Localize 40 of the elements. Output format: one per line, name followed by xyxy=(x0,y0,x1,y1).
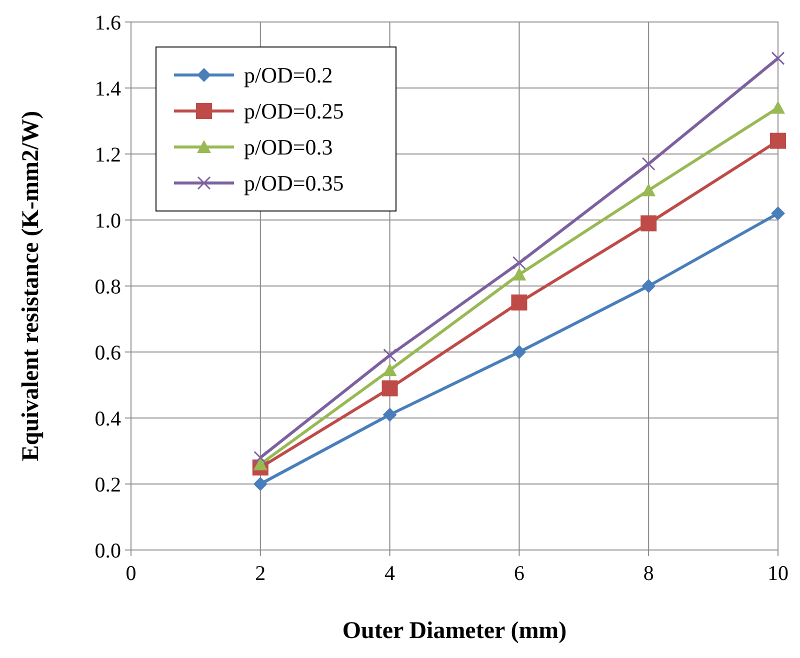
legend-label: p/OD=0.2 xyxy=(244,62,333,88)
point xyxy=(771,100,785,114)
point xyxy=(382,408,397,422)
point xyxy=(640,215,657,232)
point xyxy=(771,206,785,220)
legend-label: p/OD=0.25 xyxy=(244,98,344,124)
point xyxy=(642,279,656,293)
legend-label: p/OD=0.3 xyxy=(244,134,333,160)
y-tick-label: 1.0 xyxy=(94,208,121,232)
x-tick-label: 8 xyxy=(643,561,654,585)
point xyxy=(770,132,786,149)
x-axis-title: Outer Diameter (mm) xyxy=(342,618,567,644)
x-tick-label: 6 xyxy=(514,561,524,585)
point xyxy=(254,450,268,464)
point xyxy=(253,477,268,491)
point xyxy=(511,294,528,310)
point xyxy=(512,345,526,359)
y-tick-label: 0.8 xyxy=(94,274,121,298)
y-tick-label: 0.6 xyxy=(94,340,121,364)
point xyxy=(382,380,398,396)
y-axis-title: Equivalent resistance (K-mm2/W) xyxy=(18,110,44,462)
y-tick-label: 0.2 xyxy=(94,472,121,496)
y-tick-label: 1.2 xyxy=(94,142,121,166)
point xyxy=(771,52,785,66)
point xyxy=(642,157,656,171)
x-tick-label: 10 xyxy=(768,561,788,585)
point xyxy=(382,363,397,376)
point xyxy=(512,256,526,270)
legend-label: p/OD=0.35 xyxy=(244,170,344,196)
y-tick-label: 1.4 xyxy=(94,76,122,100)
y-tick-label: 0.0 xyxy=(94,538,121,562)
point xyxy=(253,457,268,470)
x-tick-label: 4 xyxy=(384,561,396,585)
y-tick-label: 0.4 xyxy=(94,406,122,430)
point xyxy=(642,183,656,196)
point xyxy=(512,267,526,280)
x-tick-label: 2 xyxy=(255,561,266,585)
y-tick-label: 1.6 xyxy=(94,10,121,34)
point xyxy=(383,348,397,362)
x-tick-label: 0 xyxy=(126,561,136,585)
